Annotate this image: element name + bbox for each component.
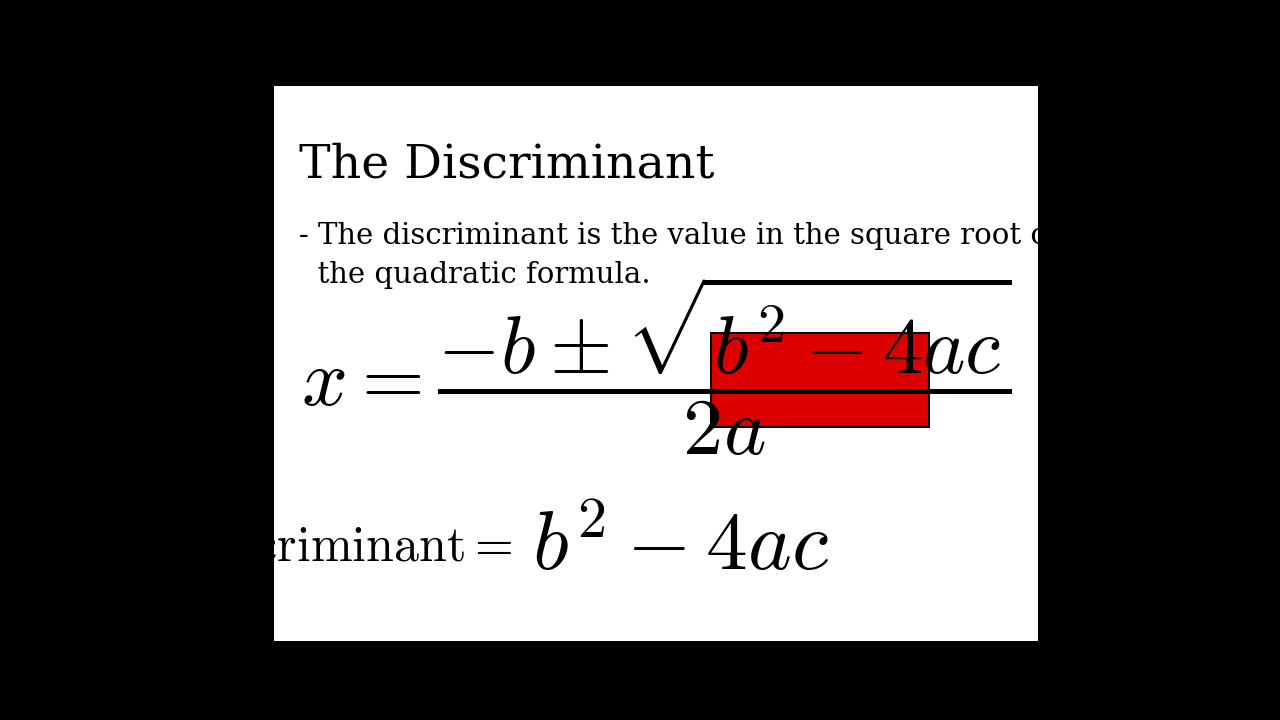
Text: $b^2 - 4ac$: $b^2 - 4ac$ [532,506,829,587]
Text: the quadratic formula.: the quadratic formula. [300,261,650,289]
FancyBboxPatch shape [274,86,1038,641]
Text: - The discriminant is the value in the square root of: - The discriminant is the value in the s… [300,222,1059,251]
FancyBboxPatch shape [710,333,929,428]
Text: $\mathrm{Discriminant} = $: $\mathrm{Discriminant} = $ [183,523,512,570]
Text: $x = \dfrac{-b \pm \sqrt{b^2-4ac}}{2a}$: $x = \dfrac{-b \pm \sqrt{b^2-4ac}}{2a}$ [301,274,1011,459]
Text: The Discriminant: The Discriminant [300,142,714,187]
